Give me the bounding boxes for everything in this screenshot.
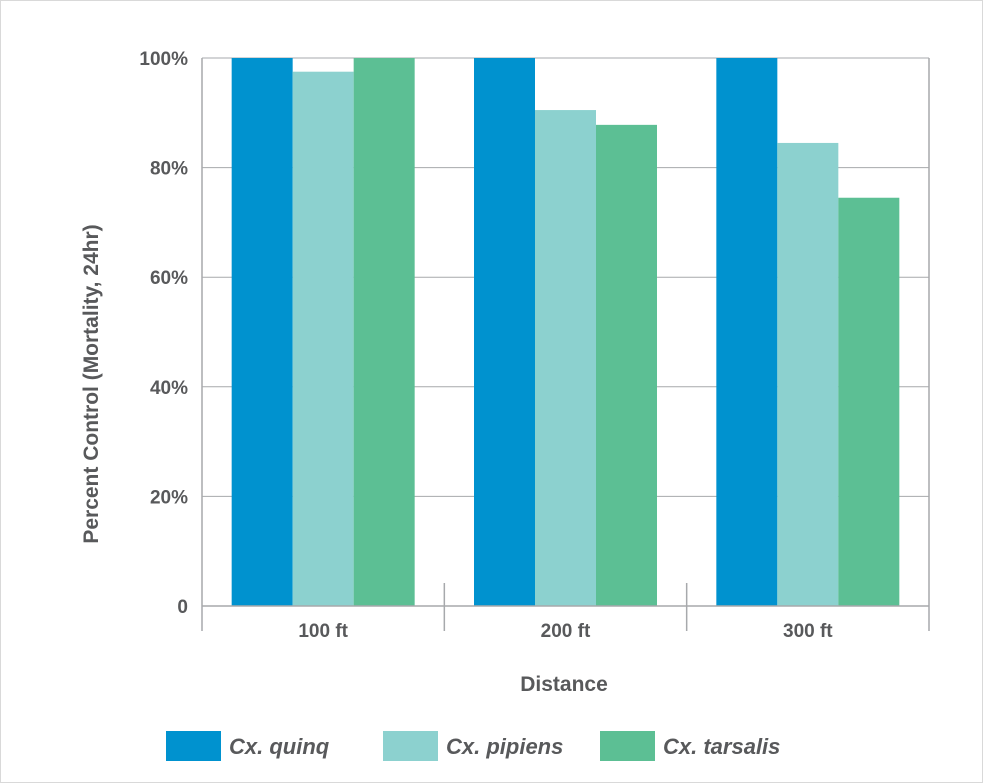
legend-swatch (600, 731, 655, 761)
legend: Cx. quinq Cx. pipiens Cx. tarsalis (166, 731, 780, 761)
axes (201, 58, 930, 631)
bar (777, 142, 839, 606)
bar (716, 58, 778, 606)
legend-label: Cx. pipiens (446, 734, 563, 759)
y-tick-label: 60% (150, 268, 188, 289)
x-axis-title: Distance (520, 673, 608, 696)
legend-label: Cx. quinq (229, 734, 330, 759)
bar (535, 110, 596, 606)
y-tick-label: 100% (139, 49, 188, 70)
bar (231, 58, 293, 606)
legend-swatch (383, 731, 438, 761)
legend-swatch (166, 731, 221, 761)
bar (353, 58, 415, 606)
x-tick-label: 300 ft (783, 621, 833, 642)
bar (596, 124, 657, 606)
bars (231, 58, 900, 607)
y-tick-label: 0 (177, 597, 188, 618)
x-tick-label: 200 ft (541, 621, 591, 642)
bar (838, 197, 900, 607)
x-tick-label: 100 ft (298, 621, 348, 642)
x-tick-labels: 100 ft 200 ft 300 ft (298, 621, 833, 642)
y-tick-label: 20% (150, 487, 188, 508)
y-tick-label: 40% (150, 378, 188, 399)
legend-label: Cx. tarsalis (663, 734, 780, 759)
y-tick-labels: 0 20% 40% 60% 80% 100% (139, 49, 188, 618)
y-axis-title: Percent Control (Mortality, 24hr) (80, 224, 103, 543)
bar (292, 71, 354, 606)
bar (474, 58, 535, 606)
y-tick-label: 80% (150, 159, 188, 180)
